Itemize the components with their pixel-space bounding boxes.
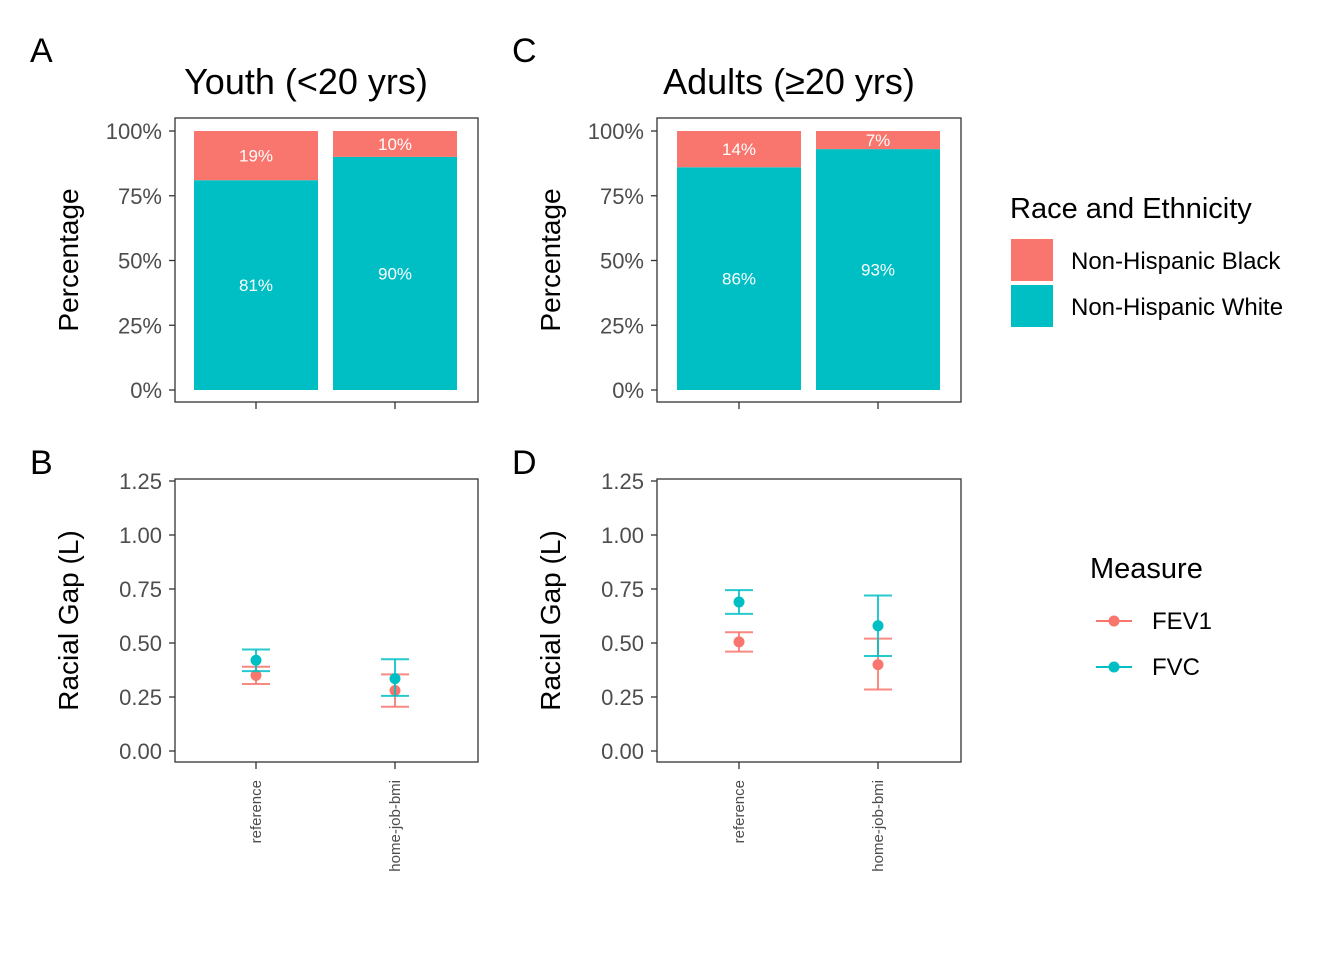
- point-fvc: [250, 654, 262, 666]
- bar-data-label: 90%: [378, 264, 412, 283]
- race-legend-title: Race and Ethnicity: [1010, 193, 1252, 225]
- legend-point-fev1: [1108, 615, 1120, 627]
- y-tick-label: 0.25: [119, 685, 162, 710]
- y-tick-label: 25%: [118, 313, 162, 338]
- legend-label-fev1: FEV1: [1152, 608, 1212, 635]
- y-tick-label: 1.25: [119, 469, 162, 494]
- bar-data-label: 19%: [239, 147, 273, 166]
- legend-label-fvc: FVC: [1152, 654, 1200, 681]
- y-tick-label: 75%: [600, 184, 644, 209]
- x-category-label: home-job-bmi: [387, 780, 404, 872]
- panel-title: Adults (≥20 yrs): [663, 61, 915, 102]
- x-category-label: home-job-bmi: [870, 780, 887, 872]
- point-fev1: [250, 669, 262, 681]
- bar-segment-black: [194, 131, 318, 181]
- panel-frame: [656, 478, 962, 763]
- panel-tag: C: [512, 32, 537, 70]
- bar-data-label: 93%: [861, 261, 895, 280]
- point-fev1: [872, 659, 884, 671]
- y-tick-label: 25%: [600, 313, 644, 338]
- y-tick-label: 0.00: [119, 739, 162, 764]
- bar-segment-white: [333, 156, 457, 390]
- race-legend: Race and Ethnicity Non-Hispanic Black No…: [1010, 193, 1283, 327]
- panel-frame: [656, 117, 962, 403]
- bar-segment-white: [677, 167, 801, 390]
- bar-segment-black: [816, 131, 940, 150]
- panel-tag: B: [30, 444, 53, 482]
- panel-A: A Youth (<20 yrs) 0% 25% 50% 75% 100% Percentag…: [30, 32, 479, 409]
- legend-swatch-black: [1011, 239, 1053, 281]
- legend-label-white: Non-Hispanic White: [1071, 294, 1283, 321]
- measure-legend-title: Measure: [1090, 553, 1203, 585]
- y-tick-label: 1.00: [119, 523, 162, 548]
- legend-swatch-white: [1011, 285, 1053, 327]
- x-category-label: reference: [731, 780, 748, 843]
- bar-data-label: 86%: [722, 270, 756, 289]
- y-tick-label: 75%: [118, 184, 162, 209]
- point-fvc: [389, 673, 401, 685]
- measure-legend: Measure FEV1 FVC: [1090, 553, 1212, 681]
- y-tick-label: 0.25: [601, 685, 644, 710]
- bar-data-label: 14%: [722, 140, 756, 159]
- panel-C: C Adults (≥20 yrs) 0% 25% 50% 75% 100% Percenta…: [512, 32, 962, 409]
- y-axis-title: Percentage: [53, 188, 84, 331]
- bar-data-label: 81%: [239, 276, 273, 295]
- legend-point-fvc: [1108, 661, 1120, 673]
- point-fvc: [733, 596, 745, 608]
- panel-frame: [174, 117, 479, 403]
- y-tick-label: 1.00: [601, 523, 644, 548]
- bar-data-label: 10%: [378, 135, 412, 154]
- y-tick-label: 100%: [106, 119, 162, 144]
- y-axis-title: Racial Gap (L): [535, 530, 566, 711]
- y-tick-label: 0%: [612, 378, 644, 403]
- y-tick-label: 0.00: [601, 739, 644, 764]
- y-tick-label: 50%: [118, 249, 162, 274]
- y-axis-title: Percentage: [535, 188, 566, 331]
- panel-B: B 0.00 0.25 0.50 0.75 1.00 1.25 Racial Gap (L) r…: [30, 444, 479, 872]
- bar-segment-white: [194, 180, 318, 390]
- bar-segment-white: [816, 149, 940, 390]
- y-tick-label: 0.75: [119, 577, 162, 602]
- y-tick-label: 50%: [600, 249, 644, 274]
- y-axis-title: Racial Gap (L): [53, 530, 84, 711]
- y-tick-label: 1.25: [601, 469, 644, 494]
- panel-title: Youth (<20 yrs): [184, 61, 428, 102]
- y-tick-label: 0.50: [119, 631, 162, 656]
- y-tick-label: 0%: [130, 378, 162, 403]
- panel-frame: [174, 478, 479, 763]
- panel-D: D 0.00 0.25 0.50 0.75 1.00 1.25 Racial Gap (L) r…: [512, 444, 962, 872]
- bar-segment-black: [677, 131, 801, 168]
- y-tick-label: 0.50: [601, 631, 644, 656]
- bar-segment-black: [333, 131, 457, 157]
- y-tick-label: 100%: [588, 119, 644, 144]
- point-fvc: [872, 620, 884, 632]
- panel-tag: D: [512, 444, 537, 482]
- panel-tag: A: [30, 32, 53, 70]
- legend-label-black: Non-Hispanic Black: [1071, 248, 1281, 275]
- y-tick-label: 0.75: [601, 577, 644, 602]
- bar-data-label: 7%: [866, 131, 891, 150]
- x-category-label: reference: [248, 780, 265, 843]
- point-fev1: [733, 636, 745, 648]
